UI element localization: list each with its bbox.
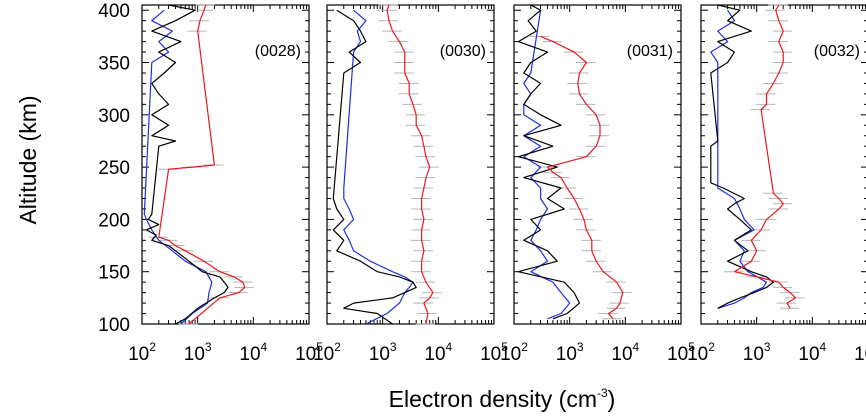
x-tick-label-base: 10 (611, 344, 632, 365)
x-tick-label-base: 10 (743, 344, 764, 365)
x-tick-label: 102 (687, 340, 715, 365)
black-profile (517, 4, 581, 320)
x-tick-label: 103 (556, 340, 584, 365)
blue-profile (143, 9, 213, 325)
x-axis-title-main: Electron density (cm (389, 386, 597, 412)
x-tick-label-exponent: 5 (688, 340, 695, 354)
x-tick-label-base: 10 (687, 344, 708, 365)
red-profile (158, 4, 246, 325)
x-tick-label-base: 10 (667, 344, 688, 365)
panel-frame (141, 4, 310, 325)
red-profile (540, 35, 624, 320)
x-tick-label: 102 (500, 340, 528, 365)
x-tick-label-exponent: 5 (501, 340, 508, 354)
x-tick-label: 105 (295, 340, 323, 365)
y-axis-title: Altitude (km) (15, 95, 41, 224)
panel-frame (513, 4, 682, 325)
black-profile (145, 4, 229, 325)
x-axis-title-close: ) (608, 386, 616, 412)
x-tick-label-base: 10 (480, 344, 501, 365)
x-tick-label-base: 10 (500, 344, 521, 365)
y-tick-label: 100 (98, 315, 130, 336)
x-tick-label: 103 (369, 340, 397, 365)
x-tick-label-base: 10 (424, 344, 445, 365)
x-tick-label-exponent: 2 (521, 340, 528, 354)
x-tick-label-exponent: 2 (149, 340, 156, 354)
blue-profile (343, 9, 414, 325)
x-tick-label-exponent: 3 (390, 340, 397, 354)
red-profile (386, 4, 434, 325)
y-tick-label: 200 (98, 210, 130, 231)
x-tick-label-exponent: 2 (334, 340, 341, 354)
x-tick-label: 102 (128, 340, 156, 365)
black-profile (710, 4, 775, 309)
black-profile (332, 9, 417, 325)
x-tick-label-base: 10 (295, 344, 316, 365)
x-axis-title: Electron density (cm-3) (389, 386, 616, 412)
x-tick-label-exponent: 4 (633, 340, 640, 354)
y-tick-label: 150 (98, 263, 130, 284)
red-profile (733, 4, 797, 309)
x-tick-label: 104 (239, 340, 267, 365)
x-tick-label-exponent: 3 (205, 340, 212, 354)
x-tick-label-base: 10 (313, 344, 334, 365)
x-tick-label-exponent: 4 (446, 340, 453, 354)
x-tick-label-base: 10 (369, 344, 390, 365)
x-tick-label: 104 (424, 340, 452, 365)
x-tick-label-exponent: 3 (577, 340, 584, 354)
panel-label: (0030) (440, 43, 486, 60)
y-tick-label: 250 (98, 158, 130, 179)
y-tick-label: 300 (98, 106, 130, 127)
y-tick-label: 400 (98, 1, 130, 22)
x-tick-label-base: 10 (239, 344, 260, 365)
panel-label: (0028) (255, 43, 301, 60)
panel-label: (0031) (627, 43, 673, 60)
x-tick-label-exponent: 4 (261, 340, 268, 354)
x-tick-label: 104 (611, 340, 639, 365)
x-tick-label: 105 (667, 340, 695, 365)
x-tick-label-base: 10 (556, 344, 577, 365)
x-tick-label-exponent: 2 (708, 340, 715, 354)
x-tick-label-base: 10 (128, 344, 149, 365)
x-axis-title-unit-exponent: -3 (597, 386, 608, 400)
y-tick-label: 350 (98, 54, 130, 75)
x-tick-label: 105 (854, 340, 866, 365)
x-tick-label: 105 (480, 340, 508, 365)
x-tick-label: 104 (798, 340, 826, 365)
x-tick-label-exponent: 4 (820, 340, 827, 354)
x-tick-label-base: 10 (184, 344, 205, 365)
x-tick-label-base: 10 (854, 344, 866, 365)
x-tick-label-exponent: 3 (764, 340, 771, 354)
x-tick-label-exponent: 5 (316, 340, 323, 354)
x-tick-label: 102 (313, 340, 341, 365)
x-tick-label-base: 10 (798, 344, 819, 365)
x-tick-label: 103 (184, 340, 212, 365)
panel-label: (0032) (814, 43, 860, 60)
panel-frame (326, 4, 495, 325)
x-tick-label: 103 (743, 340, 771, 365)
blue-profile (523, 10, 571, 320)
blue-profile (710, 9, 768, 309)
